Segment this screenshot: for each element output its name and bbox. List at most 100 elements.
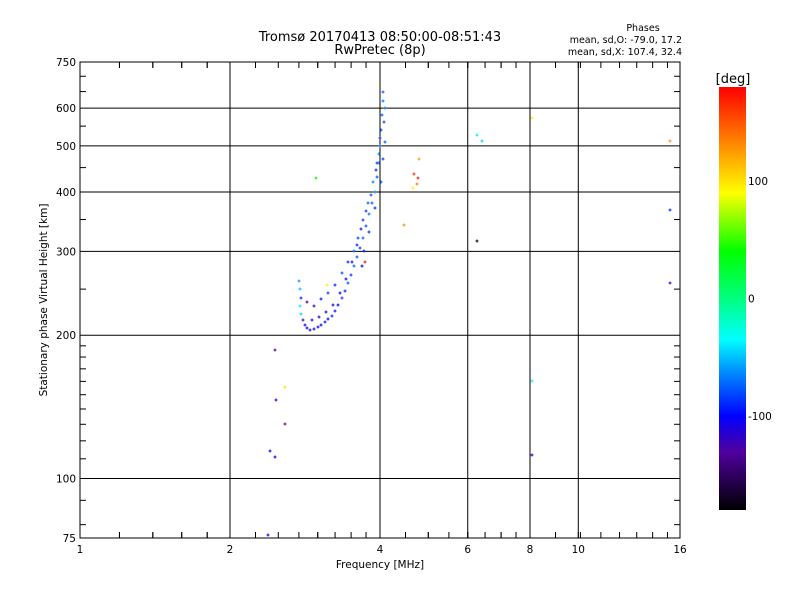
data-point [373,190,377,194]
stats-x-line: mean, sd,X: 107.4, 32.4 [568,47,682,58]
data-point [305,300,309,304]
data-point [480,139,484,143]
data-point [383,106,387,110]
data-point [358,246,362,250]
data-point [273,348,277,352]
y-tick-label: 600 [56,103,76,115]
y-tick-label: 100 [56,474,76,486]
y-tick-label: 300 [56,246,76,258]
data-point [343,289,347,293]
data-point [530,453,534,457]
data-point [299,296,303,300]
plot-frame [79,61,681,539]
data-point [415,182,419,186]
y-tick-label: 400 [56,187,76,199]
data-point [299,312,303,316]
data-point [668,139,672,143]
data-point [369,193,373,197]
y-tick-label: 500 [56,141,76,153]
colorbar-tick-labels: 100 0 -100 [748,176,772,423]
stats-o-line: mean, sd,O: -79.0, 17.2 [570,35,682,46]
data-point [371,180,375,184]
x-tick-label: 2 [227,544,234,556]
x-tick-labels: 1 2 4 6 8 10 16 [77,544,687,556]
colorbar-label: [deg] [716,72,751,87]
data-point [366,201,370,205]
colorbar-tick-label: 100 [748,176,768,188]
data-point [298,287,302,291]
data-point [301,318,305,322]
data-point [303,323,307,327]
data-point [364,209,368,213]
x-tick-label: 16 [673,544,687,556]
data-point [361,236,365,240]
data-point [326,291,330,295]
data-point [668,281,672,285]
data-point [530,116,534,120]
data-point [352,264,356,268]
data-point [475,133,479,137]
data-point [283,422,287,426]
data-point [381,99,385,103]
data-point [378,136,382,140]
data-point [475,239,479,243]
data-point [316,325,320,329]
data-point [363,260,367,264]
data-point [317,315,321,319]
y-axis-label: Stationary phase Virtual Height [km] [38,204,50,397]
x-tick-label: 10 [572,544,585,556]
data-point [340,296,344,300]
data-point [359,227,363,231]
data-point [383,140,387,144]
data-point [326,317,330,321]
data-point [417,157,421,161]
y-tick-labels: 75 100 200 300 400 500 600 750 [56,57,76,545]
data-points [266,90,672,537]
data-point [355,255,359,259]
data-point [377,152,381,156]
data-point [349,273,353,277]
chart-title: Tromsø 20170413 08:50:00-08:51:43 [258,30,501,45]
chart-subtitle: RwPretec (8p) [334,43,425,58]
data-point [323,320,327,324]
data-point [336,303,340,307]
x-tick-label: 1 [77,544,84,556]
data-point [382,120,386,124]
data-point [381,157,385,161]
data-point [375,175,379,179]
data-point [412,172,416,176]
stats-heading: Phases [626,23,659,34]
data-point [297,279,301,283]
data-point [338,291,342,295]
y-tick-label: 750 [56,57,76,69]
data-point [305,326,309,330]
x-axis-label: Frequency [MHz] [336,559,424,571]
data-point [350,260,354,264]
y-tick-label: 200 [56,330,76,342]
data-point [314,176,318,180]
data-point [364,224,368,228]
data-point [370,201,374,205]
data-point [333,283,337,287]
data-point [379,180,383,184]
data-point [308,328,312,332]
data-point [330,314,334,318]
x-tick-label: 4 [377,544,384,556]
data-point [310,318,314,322]
data-point [668,208,672,212]
colorbar-tick-label: 0 [748,294,755,306]
data-point [373,206,377,210]
data-point [325,283,329,287]
data-point [346,281,350,285]
data-point [381,90,385,94]
data-point [356,236,360,240]
data-point [274,398,278,402]
x-tick-label: 8 [527,544,534,556]
data-point [324,310,328,314]
data-point [375,161,379,165]
data-point [380,113,384,117]
data-point [378,144,382,148]
data-point [346,260,350,264]
data-point [333,309,337,313]
data-point [298,304,302,308]
